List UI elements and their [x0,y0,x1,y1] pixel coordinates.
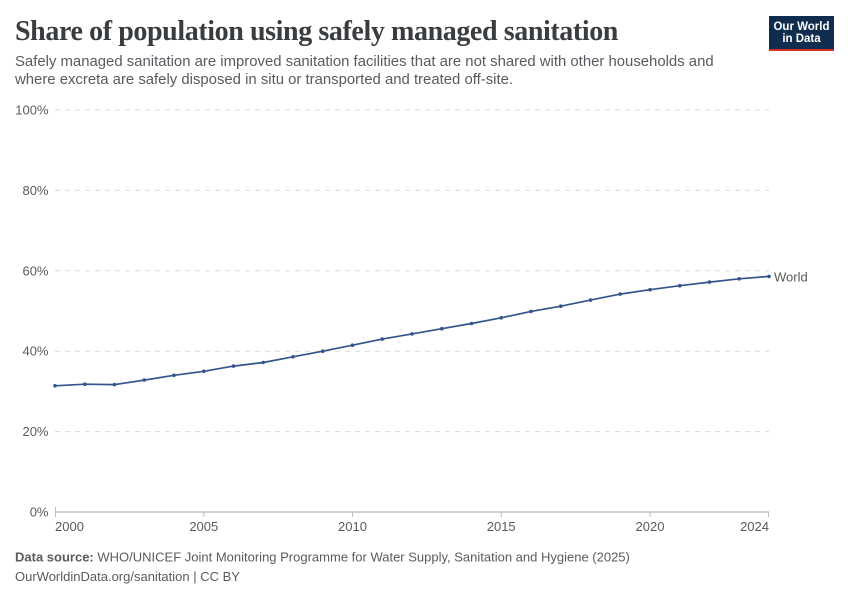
svg-text:2010: 2010 [338,519,367,534]
svg-text:2015: 2015 [487,519,516,534]
svg-text:60%: 60% [22,263,48,278]
svg-text:Data source: WHO/UNICEF Joint: Data source: WHO/UNICEF Joint Monitoring… [15,550,630,565]
svg-text:0%: 0% [30,505,49,520]
svg-text:World: World [774,270,808,285]
svg-text:40%: 40% [22,344,48,359]
svg-text:80%: 80% [22,183,48,198]
svg-text:2020: 2020 [636,519,665,534]
svg-text:OurWorldinData.org/sanitation: OurWorldinData.org/sanitation | CC BY [15,569,240,584]
svg-text:100%: 100% [15,103,49,118]
svg-text:2024: 2024 [740,519,769,534]
svg-text:2000: 2000 [55,519,84,534]
svg-text:20%: 20% [22,424,48,439]
svg-text:2005: 2005 [189,519,218,534]
